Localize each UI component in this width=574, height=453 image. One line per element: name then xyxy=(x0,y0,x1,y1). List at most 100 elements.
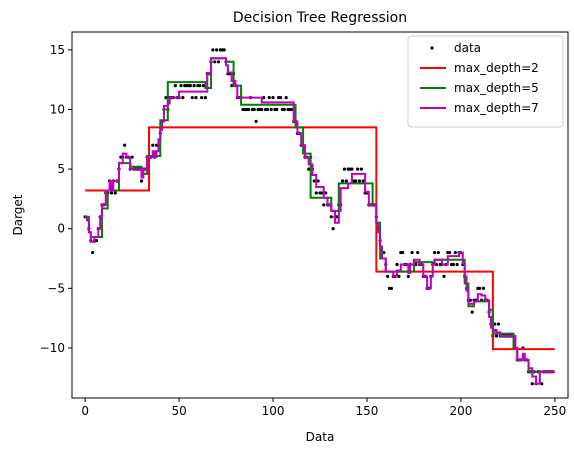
plot-frame xyxy=(71,31,569,399)
legend-label-max-depth-2: max_depth=2 xyxy=(454,61,539,75)
data-point xyxy=(260,107,264,112)
data-point xyxy=(194,95,198,100)
data-point xyxy=(361,179,365,183)
x-tick-label: 150 xyxy=(356,404,379,418)
data-point xyxy=(395,262,399,267)
legend-label-max-depth-5: max_depth=5 xyxy=(454,81,539,95)
data-point xyxy=(324,191,328,195)
data-point xyxy=(386,274,390,278)
x-tick-label: 100 xyxy=(262,404,285,418)
data-point xyxy=(282,107,286,112)
data-point xyxy=(434,262,439,267)
plot-area xyxy=(71,31,569,399)
legend-items: data max_depth=2 max_depth=5 max_depth=7 xyxy=(420,41,539,115)
data-point xyxy=(109,191,114,195)
data-point xyxy=(278,95,283,100)
data-point xyxy=(406,274,410,278)
data-point xyxy=(320,191,324,195)
data-point xyxy=(481,286,486,290)
series-line-max-depth-2 xyxy=(85,126,555,351)
data-point xyxy=(470,310,474,314)
x-tick-label: 0 xyxy=(81,404,89,418)
data-point xyxy=(451,262,455,267)
data-point xyxy=(401,250,405,255)
data-point xyxy=(382,250,386,255)
data-point xyxy=(94,239,99,243)
data-point xyxy=(496,322,501,326)
legend-label-data: data xyxy=(454,41,481,55)
data-point xyxy=(530,382,534,386)
data-point xyxy=(495,334,499,338)
data-point xyxy=(190,95,194,100)
legend-marker-data xyxy=(430,46,434,50)
data-point xyxy=(414,262,418,267)
data-point xyxy=(262,95,266,100)
y-tick-label: −10 xyxy=(40,341,65,355)
data-point xyxy=(247,107,251,112)
data-point xyxy=(290,107,294,112)
data-point xyxy=(307,167,311,171)
data-point xyxy=(416,250,420,255)
data-point xyxy=(355,167,360,171)
data-point xyxy=(284,95,288,100)
data-point xyxy=(181,95,185,100)
data-point xyxy=(448,250,452,255)
data-point xyxy=(164,95,168,100)
data-point xyxy=(335,215,339,219)
y-tick-label: 15 xyxy=(50,43,65,57)
data-point xyxy=(344,179,348,183)
data-point xyxy=(493,322,497,326)
data-point xyxy=(192,84,196,88)
legend-box xyxy=(407,35,564,128)
x-axis-ticks: 0 50 100 150 200 250 xyxy=(81,398,566,418)
data-point xyxy=(455,262,459,267)
data-point xyxy=(216,60,221,64)
data-point xyxy=(350,167,354,171)
data-point xyxy=(389,286,393,290)
data-point xyxy=(397,274,401,278)
data-point xyxy=(215,48,219,52)
data-point xyxy=(173,84,177,88)
data-point xyxy=(113,191,117,195)
series-lines xyxy=(85,57,555,385)
data-point xyxy=(265,107,269,112)
y-axis-label: Darget xyxy=(11,194,25,235)
data-point xyxy=(329,215,333,219)
data-point xyxy=(357,179,362,183)
data-point xyxy=(453,250,457,255)
data-point xyxy=(91,250,95,255)
data-point xyxy=(211,48,215,52)
y-tick-label: −5 xyxy=(47,281,65,295)
legend: data max_depth=2 max_depth=5 max_depth=7 xyxy=(407,35,564,128)
data-point xyxy=(200,95,204,100)
data-point xyxy=(203,95,207,100)
data-point xyxy=(267,95,271,100)
x-tick-label: 200 xyxy=(449,404,472,418)
data-point xyxy=(271,95,275,100)
data-point xyxy=(123,143,127,147)
data-point xyxy=(252,107,256,112)
data-point xyxy=(331,227,335,231)
x-axis-label: Data xyxy=(306,430,335,444)
data-point xyxy=(468,298,472,302)
data-point xyxy=(139,179,144,183)
data-point xyxy=(312,179,316,183)
data-point xyxy=(354,179,358,183)
data-point xyxy=(342,167,347,171)
data-point xyxy=(275,107,279,112)
data-point xyxy=(322,203,326,207)
data-point xyxy=(359,167,363,171)
data-point xyxy=(340,179,345,183)
x-tick-label: 250 xyxy=(543,404,566,418)
series-line-max-depth-7 xyxy=(85,57,555,385)
data-point xyxy=(130,155,134,159)
data-point xyxy=(230,84,234,88)
data-point xyxy=(198,84,202,88)
data-point xyxy=(222,48,226,52)
data-point xyxy=(314,191,318,195)
data-point xyxy=(540,382,544,386)
y-tick-label: 0 xyxy=(57,222,65,236)
data-point xyxy=(188,84,192,88)
y-axis-ticks: −10 −5 0 5 10 15 xyxy=(40,43,72,355)
